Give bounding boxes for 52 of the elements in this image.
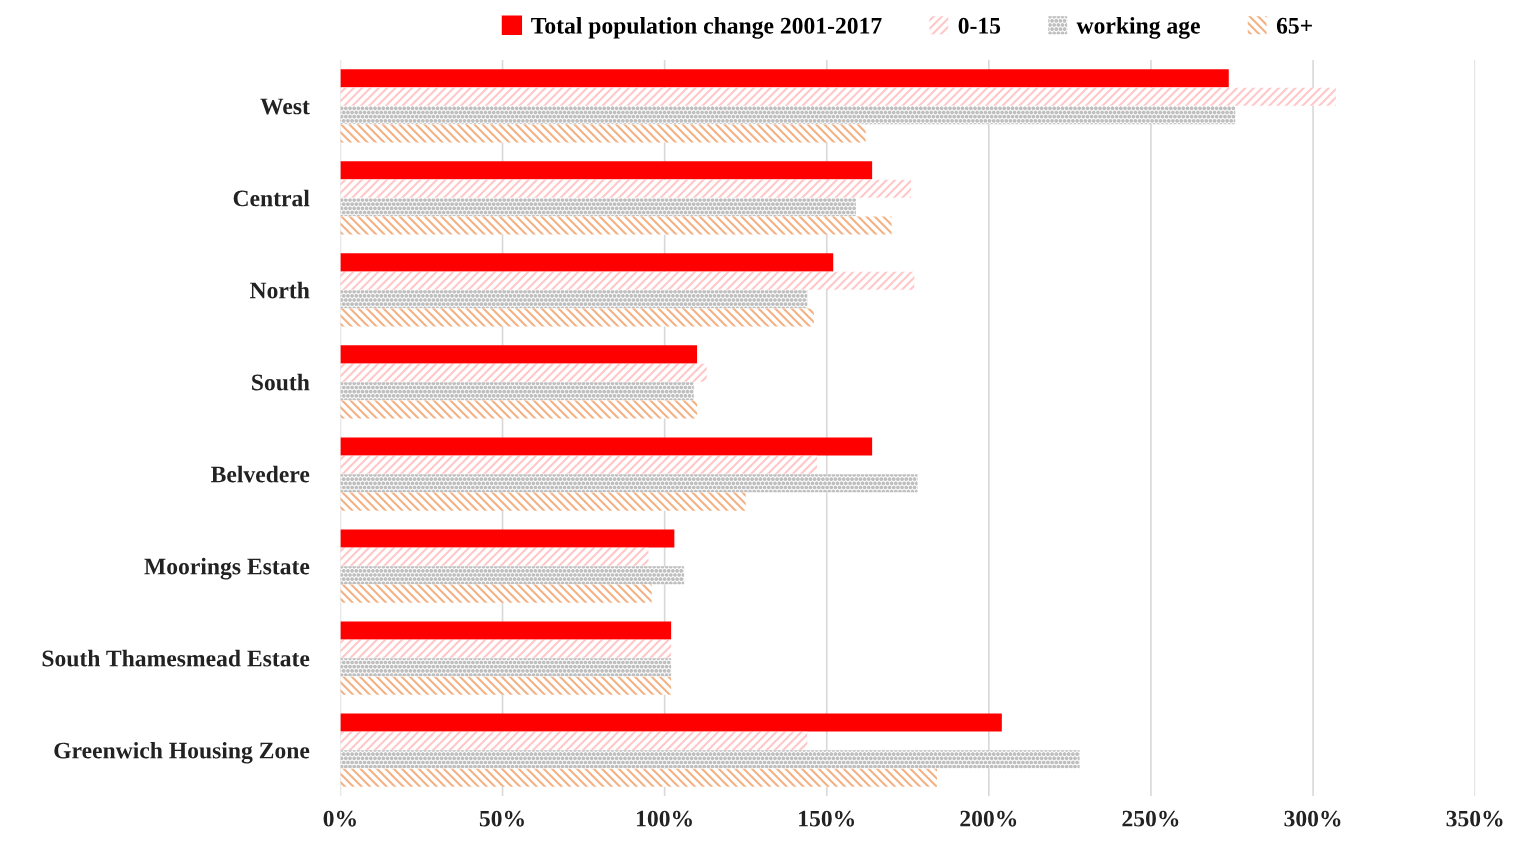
bar [340,713,1002,732]
legend-label: 65+ [1276,17,1312,34]
bar [340,474,918,493]
bar [340,658,672,677]
x-tick-label: 300% [1284,810,1341,827]
bar [340,529,675,548]
bar [340,492,746,511]
x-tick-label: 200% [960,810,1017,827]
bar [340,437,873,456]
x-tick-label: 250% [1122,810,1179,827]
bar [340,253,834,272]
bar [340,87,1336,106]
legend-label: 0-15 [958,17,1001,34]
bar [340,124,866,143]
y-tick-label: West [260,98,310,115]
x-tick-label: 150% [799,810,855,827]
x-tick-label: 0% [323,810,356,827]
bar [340,676,672,695]
legend-label: working age [1076,17,1200,39]
y-tick-label: Greenwich Housing Zone [54,741,310,764]
bar [340,216,892,235]
bar [340,106,1236,125]
y-tick-label: North [249,281,310,299]
bar [340,768,937,787]
bar [340,731,808,750]
bar [340,345,698,364]
bar [340,179,912,198]
x-tick-label: 50% [479,810,524,827]
y-tick-label: South Thamesmead Estate [42,649,310,667]
y-tick-label: Belvedere [211,465,310,483]
x-tick-label: 100% [637,810,692,827]
y-tick-label: South [252,373,310,391]
bar [340,271,915,290]
bar [340,621,672,640]
bar [340,198,856,217]
bar [340,639,672,658]
bar [340,161,873,180]
bar [340,455,818,474]
y-tick-label: Central [233,189,310,207]
bar [340,566,685,585]
bar [340,308,814,327]
bar [340,363,707,382]
bar [340,69,1229,88]
bar [340,584,652,603]
x-tick-label: 350% [1446,810,1503,827]
bar [340,547,649,566]
legend-label: Total population change 2001-2017 [531,17,882,39]
y-tick-label: Moorings Estate [144,557,310,580]
bar [340,290,808,309]
bar [340,382,694,401]
bar [340,750,1080,769]
bar [340,400,698,419]
